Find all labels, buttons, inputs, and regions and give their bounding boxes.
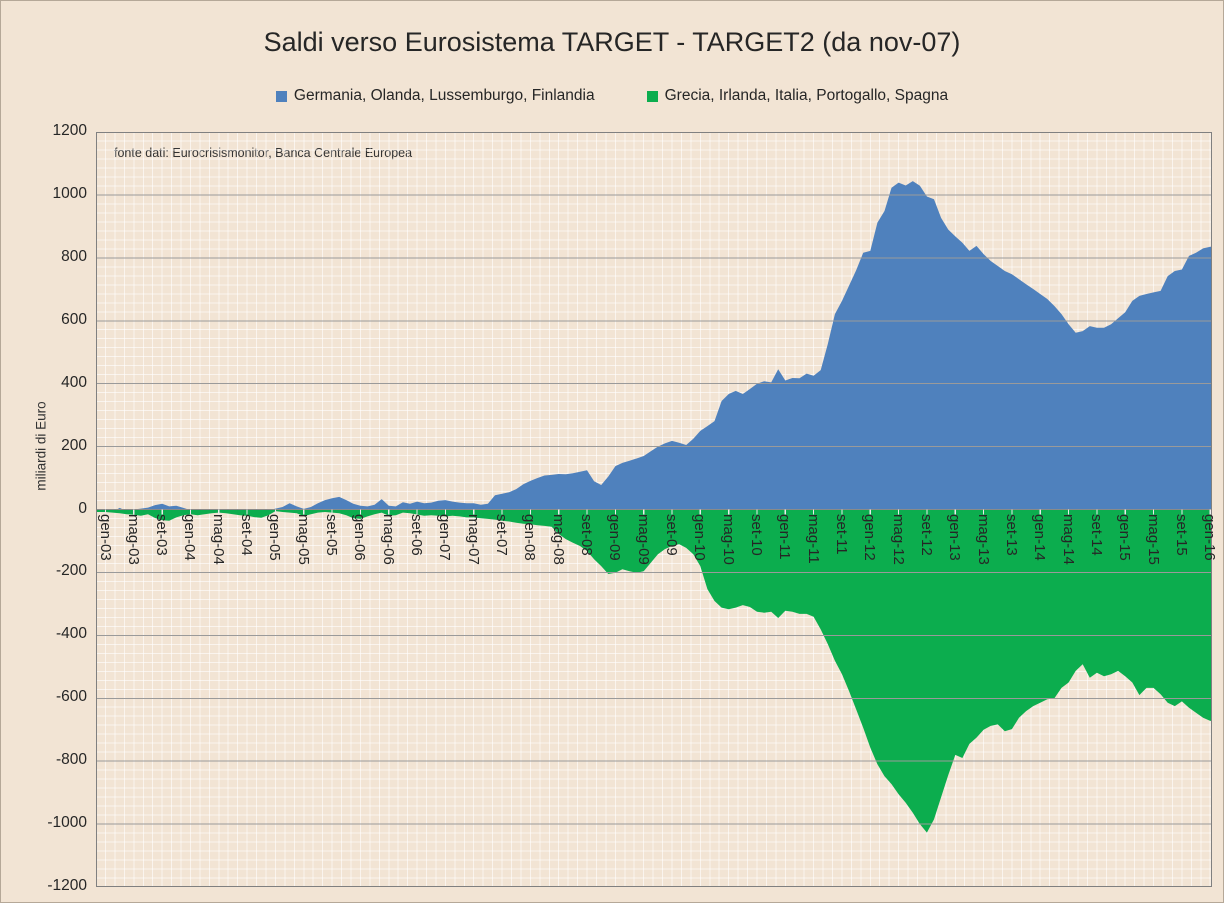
y-tick-label: -1000 [47, 814, 87, 832]
x-tick-label: set-04 [238, 513, 256, 556]
legend-item-surplus: Germania, Olanda, Lussemburgo, Finlandia [275, 87, 595, 105]
y-tick-label: 1200 [52, 122, 87, 139]
x-tick-label: mag-08 [549, 513, 567, 565]
x-tick-label: mag-03 [124, 513, 142, 565]
y-tick-label: 600 [61, 310, 87, 328]
x-tick-label: gen-13 [946, 513, 964, 561]
x-tick-label: gen-05 [266, 513, 284, 561]
x-tick-label: mag-06 [379, 513, 397, 565]
x-tick-label: mag-04 [209, 513, 227, 565]
x-tick-label: gen-16 [1201, 513, 1219, 561]
y-tick-label: -400 [55, 625, 87, 643]
data-areas [96, 181, 1212, 833]
x-tick-label: set-05 [323, 513, 341, 556]
x-tick-label: set-10 [747, 513, 765, 556]
x-tick-label: gen-14 [1031, 513, 1049, 561]
x-tick-label: set-11 [832, 513, 850, 555]
x-tick-label: set-08 [578, 513, 596, 556]
y-tick-label: -800 [55, 751, 87, 769]
x-tick-label: set-07 [493, 513, 511, 556]
x-tick-label: gen-10 [691, 513, 709, 561]
x-tick-label: gen-12 [861, 513, 879, 561]
x-tick-label: mag-10 [719, 513, 737, 565]
x-tick-label: mag-12 [889, 513, 907, 565]
x-tick-label: mag-13 [974, 513, 992, 565]
y-tick-label: 0 [78, 499, 87, 517]
x-tick-label: gen-03 [96, 513, 114, 561]
legend-swatch-blue [275, 90, 287, 102]
x-tick-label: set-06 [408, 513, 426, 556]
legend-item-deficit: Grecia, Irlanda, Italia, Portogallo, Spa… [646, 87, 949, 105]
legend-swatch-green [646, 90, 658, 102]
zero-axis-and-ticks [96, 509, 1212, 515]
major-gridlines [96, 194, 1212, 825]
x-tick-label: mag-09 [634, 513, 652, 565]
y-tick-label: 800 [61, 247, 87, 265]
x-tick-label: set-15 [1172, 513, 1190, 556]
y-tick-label: -600 [55, 688, 87, 706]
x-tick-label: set-09 [663, 513, 680, 556]
x-tick-label: gen-09 [606, 513, 624, 561]
x-tick-label: set-14 [1087, 513, 1105, 556]
x-tick-label: gen-06 [351, 513, 369, 561]
y-tick-label: 1000 [52, 184, 87, 202]
plot-area [96, 132, 1212, 887]
x-tick-label: gen-07 [436, 513, 454, 561]
area-series-1 [96, 509, 1212, 833]
x-tick-label: gen-04 [181, 513, 199, 561]
x-tick-label: set-13 [1002, 513, 1020, 556]
x-tick-label: set-03 [153, 513, 171, 556]
plot-border [96, 132, 1212, 887]
x-tick-label: mag-15 [1144, 513, 1162, 565]
x-tick-label: mag-07 [464, 513, 482, 565]
area-series-0 [96, 181, 1212, 513]
y-tick-label: -1200 [47, 877, 87, 894]
x-tick-label: set-12 [917, 513, 935, 556]
x-tick-label: mag-14 [1059, 513, 1077, 565]
x-tick-label: gen-15 [1116, 513, 1134, 561]
x-tick-label: gen-08 [521, 513, 539, 561]
chart-title: Saldi verso Eurosistema TARGET - TARGET2… [263, 27, 961, 57]
y-tick-label: 200 [61, 436, 87, 454]
legend-label-deficit: Grecia, Irlanda, Italia, Portogallo, Spa… [664, 87, 949, 104]
y-tick-label: 400 [61, 373, 87, 391]
legend: Germania, Olanda, Lussemburgo, Finlandia… [1, 87, 1223, 105]
x-tick-label: mag-05 [294, 513, 312, 565]
y-tick-label: -200 [55, 562, 87, 580]
x-tick-label: mag-11 [804, 513, 822, 564]
x-tick-label: gen-11 [776, 513, 794, 560]
legend-label-surplus: Germania, Olanda, Lussemburgo, Finlandia [293, 87, 595, 104]
